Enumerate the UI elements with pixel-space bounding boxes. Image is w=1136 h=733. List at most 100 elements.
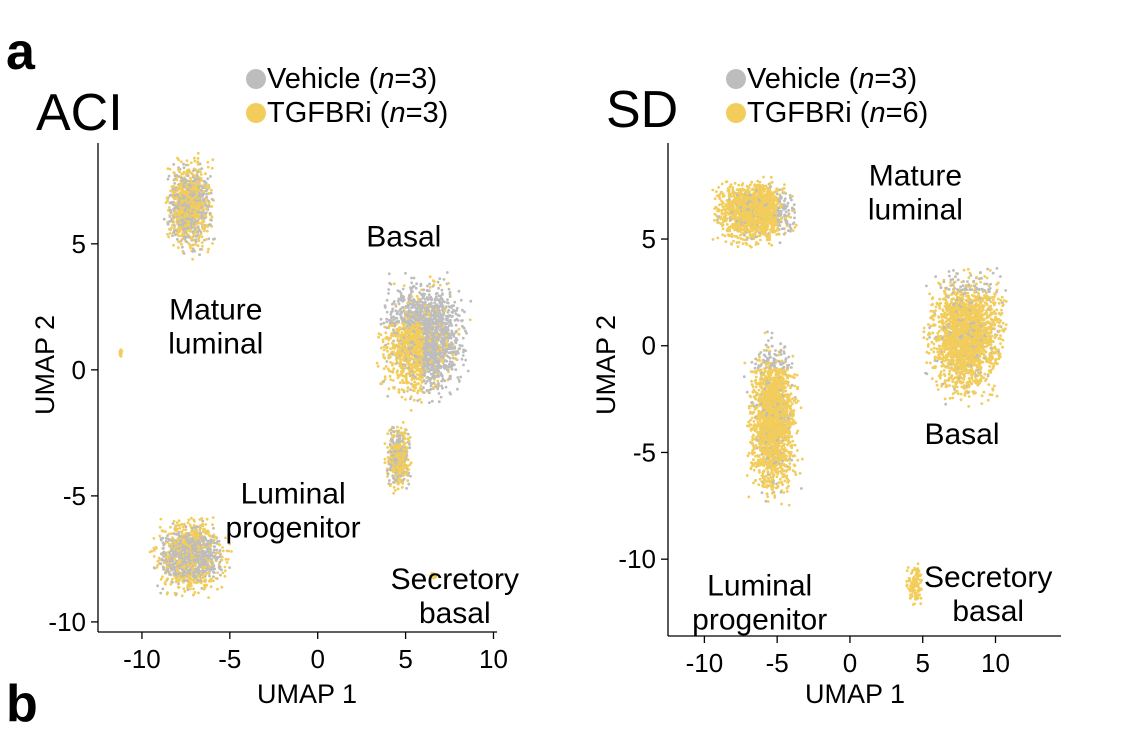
point bbox=[401, 319, 405, 323]
point bbox=[182, 162, 185, 166]
point bbox=[175, 217, 179, 221]
point bbox=[191, 230, 194, 234]
point bbox=[432, 372, 435, 375]
point bbox=[414, 347, 418, 351]
point bbox=[396, 332, 399, 335]
point bbox=[178, 240, 182, 244]
point bbox=[188, 196, 191, 199]
point bbox=[395, 335, 398, 338]
point bbox=[445, 359, 449, 363]
point bbox=[384, 343, 388, 347]
point bbox=[447, 305, 451, 308]
point bbox=[401, 327, 405, 331]
point bbox=[190, 193, 193, 197]
point bbox=[430, 345, 434, 348]
point bbox=[184, 207, 188, 211]
point bbox=[438, 305, 441, 309]
point bbox=[168, 220, 172, 223]
point bbox=[447, 287, 451, 291]
point bbox=[391, 346, 395, 350]
point bbox=[182, 177, 186, 181]
point bbox=[407, 381, 410, 384]
point bbox=[175, 178, 179, 182]
point bbox=[161, 565, 165, 569]
point bbox=[438, 344, 442, 347]
point bbox=[402, 333, 405, 337]
point bbox=[383, 304, 387, 307]
point bbox=[195, 234, 199, 238]
point bbox=[382, 380, 385, 384]
point bbox=[180, 176, 183, 180]
point bbox=[424, 329, 428, 333]
point bbox=[193, 231, 197, 235]
point bbox=[430, 298, 433, 302]
point bbox=[406, 479, 410, 482]
point bbox=[407, 439, 411, 443]
point bbox=[186, 233, 190, 237]
point bbox=[205, 195, 209, 199]
point bbox=[195, 195, 199, 198]
point bbox=[200, 214, 204, 218]
point bbox=[402, 477, 406, 481]
point bbox=[183, 201, 187, 205]
point bbox=[406, 340, 409, 344]
point bbox=[396, 327, 399, 331]
point bbox=[436, 298, 440, 302]
point bbox=[440, 297, 444, 300]
point bbox=[198, 248, 202, 251]
point bbox=[402, 336, 406, 339]
point bbox=[392, 300, 396, 303]
point bbox=[185, 185, 189, 189]
point bbox=[385, 317, 388, 321]
point bbox=[444, 305, 448, 309]
point bbox=[402, 389, 406, 392]
point bbox=[385, 310, 389, 314]
point bbox=[175, 237, 179, 241]
point bbox=[397, 335, 400, 338]
point bbox=[414, 313, 417, 317]
point bbox=[176, 220, 180, 224]
point bbox=[408, 463, 412, 466]
point bbox=[397, 302, 401, 306]
point bbox=[395, 434, 399, 438]
point bbox=[190, 529, 194, 533]
point bbox=[441, 358, 444, 362]
point bbox=[445, 271, 449, 274]
point bbox=[442, 352, 446, 355]
point bbox=[449, 318, 452, 322]
point bbox=[202, 199, 206, 203]
point bbox=[184, 163, 188, 167]
point bbox=[440, 288, 444, 292]
point bbox=[403, 428, 407, 431]
point bbox=[425, 332, 429, 335]
point bbox=[172, 171, 176, 175]
point bbox=[165, 579, 169, 582]
point bbox=[418, 301, 422, 304]
point bbox=[428, 275, 432, 279]
point bbox=[458, 380, 461, 383]
point bbox=[457, 327, 461, 331]
point bbox=[426, 321, 430, 325]
point bbox=[427, 367, 431, 371]
point bbox=[152, 566, 156, 570]
point bbox=[430, 333, 434, 336]
point bbox=[405, 320, 408, 323]
point bbox=[406, 437, 410, 441]
point bbox=[426, 289, 430, 292]
cluster-basal-tail-points bbox=[383, 421, 413, 495]
point bbox=[392, 477, 396, 480]
point bbox=[192, 210, 196, 214]
point bbox=[424, 348, 427, 352]
point bbox=[176, 232, 179, 236]
point bbox=[392, 387, 396, 390]
point bbox=[201, 219, 205, 223]
point bbox=[392, 328, 395, 332]
point bbox=[186, 179, 189, 183]
point bbox=[206, 250, 210, 254]
point bbox=[414, 321, 418, 324]
point bbox=[188, 209, 192, 213]
point bbox=[401, 482, 405, 485]
point bbox=[441, 345, 445, 348]
point bbox=[402, 474, 405, 477]
point bbox=[401, 378, 404, 382]
